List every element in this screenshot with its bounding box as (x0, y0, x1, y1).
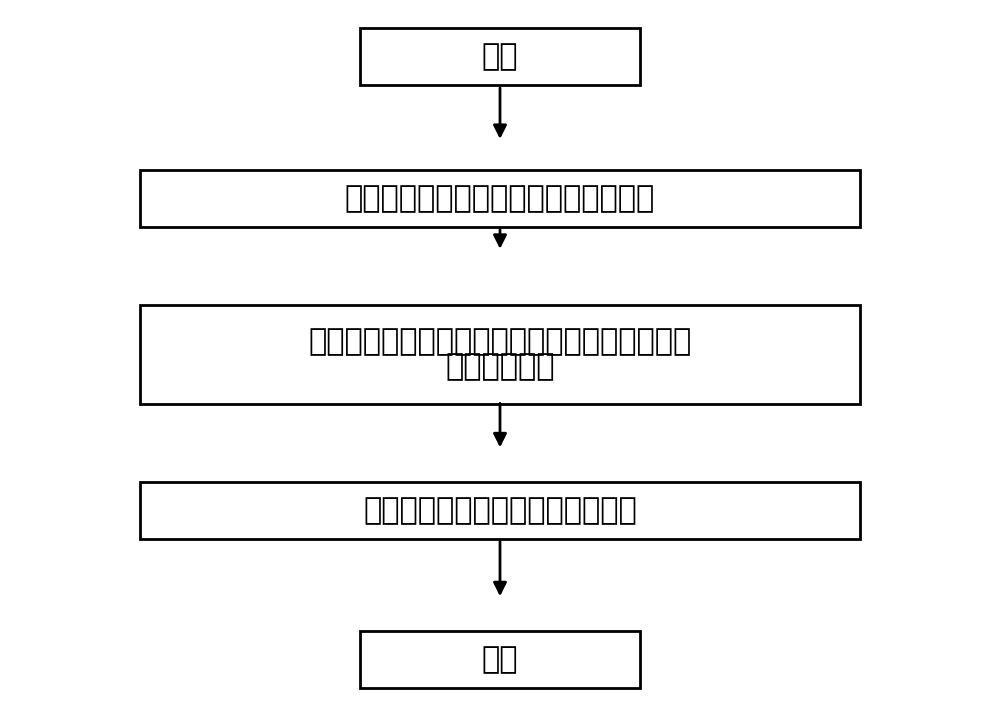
FancyBboxPatch shape (140, 170, 860, 227)
FancyBboxPatch shape (360, 631, 640, 688)
Text: 结束: 结束 (482, 645, 518, 674)
Text: 开始: 开始 (482, 43, 518, 71)
FancyBboxPatch shape (360, 28, 640, 85)
FancyBboxPatch shape (140, 482, 860, 539)
FancyBboxPatch shape (140, 305, 860, 404)
Text: 性电极堆栈层: 性电极堆栈层 (445, 352, 555, 381)
Text: 在衬底上沉积底部电极和氧离子存储层: 在衬底上沉积底部电极和氧离子存储层 (345, 184, 655, 213)
Text: 在活性电极堆栈层上沉积顶部电极: 在活性电极堆栈层上沉积顶部电极 (363, 496, 637, 525)
Text: 在氧离子存储层上依次沉积若干电极层，形成活: 在氧离子存储层上依次沉积若干电极层，形成活 (308, 328, 692, 357)
